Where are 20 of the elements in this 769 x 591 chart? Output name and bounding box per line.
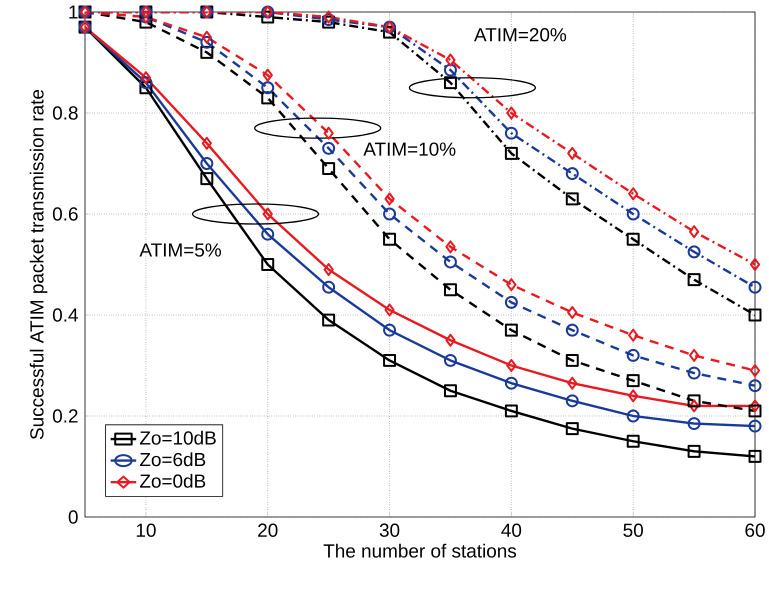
x-tick-label: 60 (745, 524, 765, 537)
y-tick-label: 0 (68, 510, 78, 524)
annotation: ATIM=20% (474, 28, 566, 42)
y-tick-label: 0.2 (52, 409, 78, 423)
legend-label: Zo=10dB (140, 430, 216, 445)
y-tick-label: 0.8 (52, 106, 78, 120)
x-axis-title: The number of stations (324, 544, 516, 558)
y-tick-label: 0.6 (52, 207, 78, 221)
y-axis-title: Successful ATIM packet transmission rate (30, 90, 48, 440)
x-tick-label: 10 (136, 524, 156, 537)
x-tick-label: 50 (623, 524, 643, 537)
annotation: ATIM=10% (363, 142, 456, 156)
x-tick-label: 30 (380, 524, 400, 537)
y-tick-label: 1 (69, 5, 78, 19)
legend-label: Zo=6dB (140, 452, 206, 466)
legend-label: Zo=0dB (140, 474, 206, 488)
annotation: ATIM=5% (139, 243, 221, 257)
x-tick-label: 40 (501, 524, 522, 537)
x-tick-label: 20 (258, 524, 278, 537)
y-tick-label: 0.4 (52, 308, 78, 322)
